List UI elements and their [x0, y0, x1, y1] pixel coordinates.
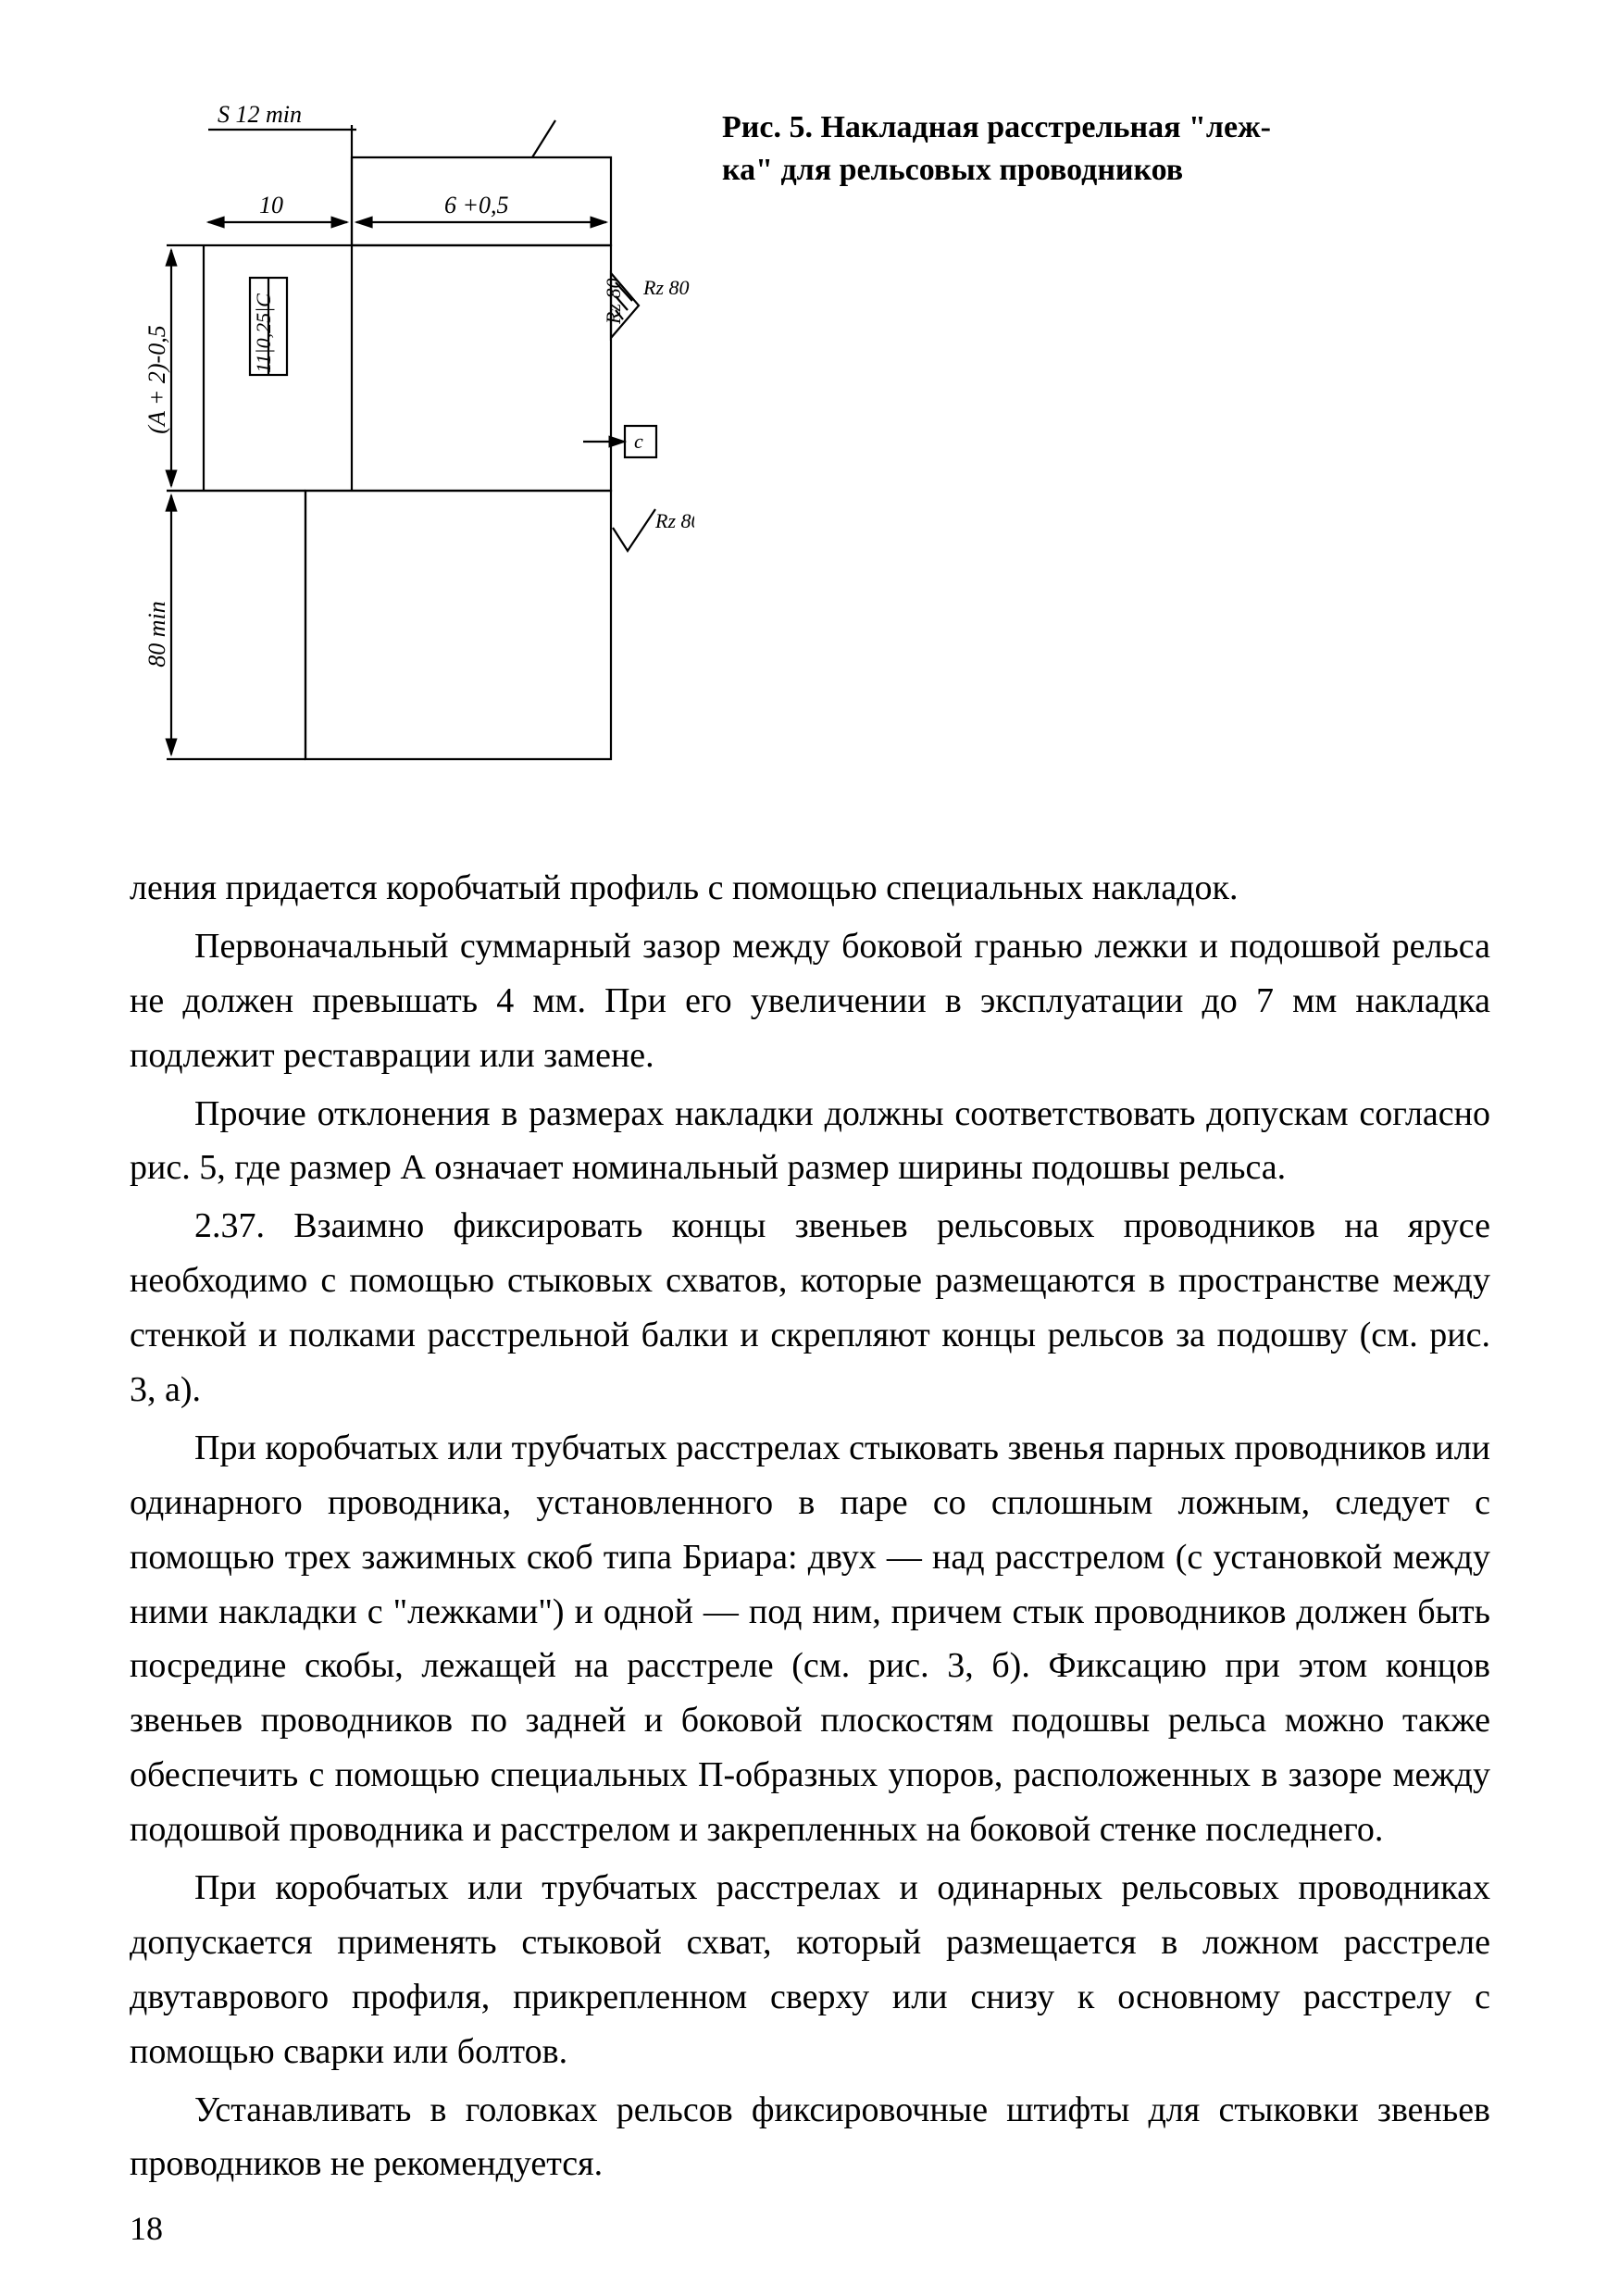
para-4: При коробчатых или трубчатых расстрелах …	[130, 1421, 1490, 1857]
figure-5-diagram: S 12 min 10 6 +0,5 (A + 2)-0,5 11|0,25|С…	[120, 93, 694, 796]
para-1: Первоначальный суммарный зазор между бок…	[130, 919, 1490, 1083]
body-text: ления придается коробчатый профиль с пом…	[130, 861, 1490, 2195]
label-6-05: 6 +0,5	[444, 192, 509, 218]
label-s12min: S 12 min	[218, 101, 302, 128]
para-3: 2.37. Взаимно фиксировать концы звеньев …	[130, 1199, 1490, 1417]
label-rz80-bot: Rz 80	[654, 509, 694, 532]
diagram-svg: S 12 min 10 6 +0,5 (A + 2)-0,5 11|0,25|С…	[120, 93, 694, 796]
label-aplus2: (A + 2)-0,5	[143, 325, 170, 433]
page-number: 18	[130, 2209, 163, 2248]
caption-line1: Рис. 5. Накладная расстрельная "леж-	[722, 110, 1271, 144]
para-2: Прочие отклонения в размерах накладки до…	[130, 1087, 1490, 1196]
label-c: с	[634, 430, 643, 453]
label-rz80-mid: Rz 80	[602, 279, 625, 326]
label-10: 10	[259, 192, 283, 218]
label-80min: 80 min	[143, 601, 170, 668]
caption-line2: ка" для рельсовых проводников	[722, 153, 1183, 187]
figure-caption: Рис. 5. Накладная расстрельная "леж- ка"…	[722, 106, 1389, 192]
label-11-025c: 11|0,25|С	[252, 293, 275, 373]
para-5: При коробчатых или трубчатых расстрелах …	[130, 1861, 1490, 2079]
para-0: ления придается коробчатый профиль с пом…	[130, 861, 1490, 916]
label-rz80-top: Rz 80	[642, 276, 690, 299]
page: Рис. 5. Накладная расстрельная "леж- ка"…	[0, 0, 1619, 2296]
para-6: Устанавливать в головках рельсов фиксиро…	[130, 2083, 1490, 2192]
